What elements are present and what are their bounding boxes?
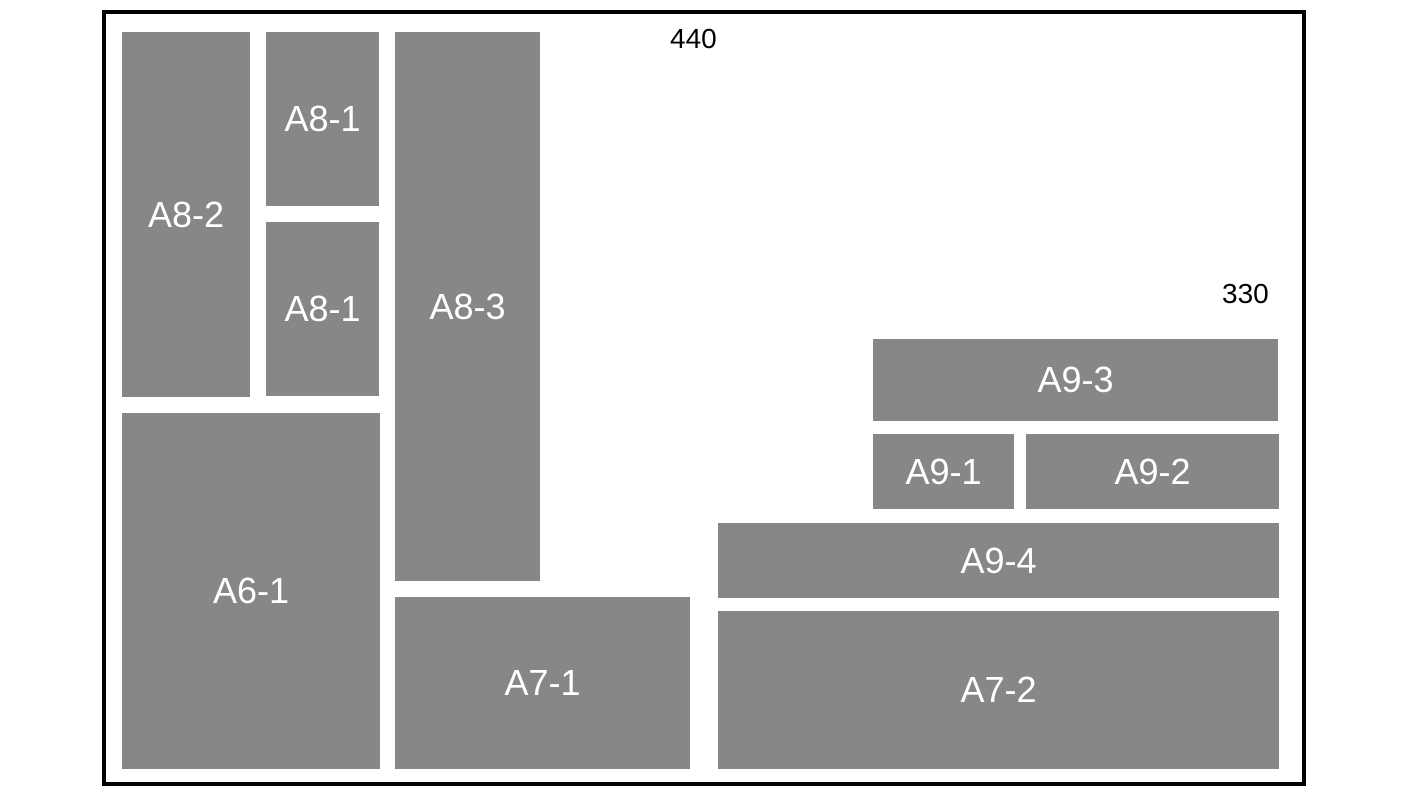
block-label: A7-2 <box>960 669 1036 711</box>
dimension-label-dim-440: 440 <box>670 23 717 55</box>
block-label: A8-3 <box>429 286 505 328</box>
block-a9-1: A9-1 <box>873 434 1014 509</box>
block-label: A8-1 <box>284 98 360 140</box>
block-a9-4: A9-4 <box>718 523 1279 598</box>
dimension-label-dim-330: 330 <box>1222 278 1269 310</box>
block-label: A9-1 <box>905 451 981 493</box>
block-label: A9-2 <box>1114 451 1190 493</box>
block-a7-1: A7-1 <box>395 597 690 769</box>
block-a8-2: A8-2 <box>122 32 250 397</box>
block-a6-1: A6-1 <box>122 413 380 769</box>
block-a9-3: A9-3 <box>873 339 1278 421</box>
block-a8-3: A8-3 <box>395 32 540 581</box>
block-a7-2: A7-2 <box>718 611 1279 769</box>
block-label: A9-4 <box>960 540 1036 582</box>
block-label: A8-1 <box>284 288 360 330</box>
block-label: A8-2 <box>148 194 224 236</box>
block-a8-1b: A8-1 <box>266 222 379 396</box>
block-a8-1a: A8-1 <box>266 32 379 206</box>
block-a9-2: A9-2 <box>1026 434 1279 509</box>
block-label: A7-1 <box>504 662 580 704</box>
block-label: A9-3 <box>1037 359 1113 401</box>
block-label: A6-1 <box>213 570 289 612</box>
diagram-canvas: A8-2 A8-1 A8-1 A8-3 A6-1 A7-1 A9-3 A9-1 A9-2 A9-4… <box>0 0 1420 798</box>
